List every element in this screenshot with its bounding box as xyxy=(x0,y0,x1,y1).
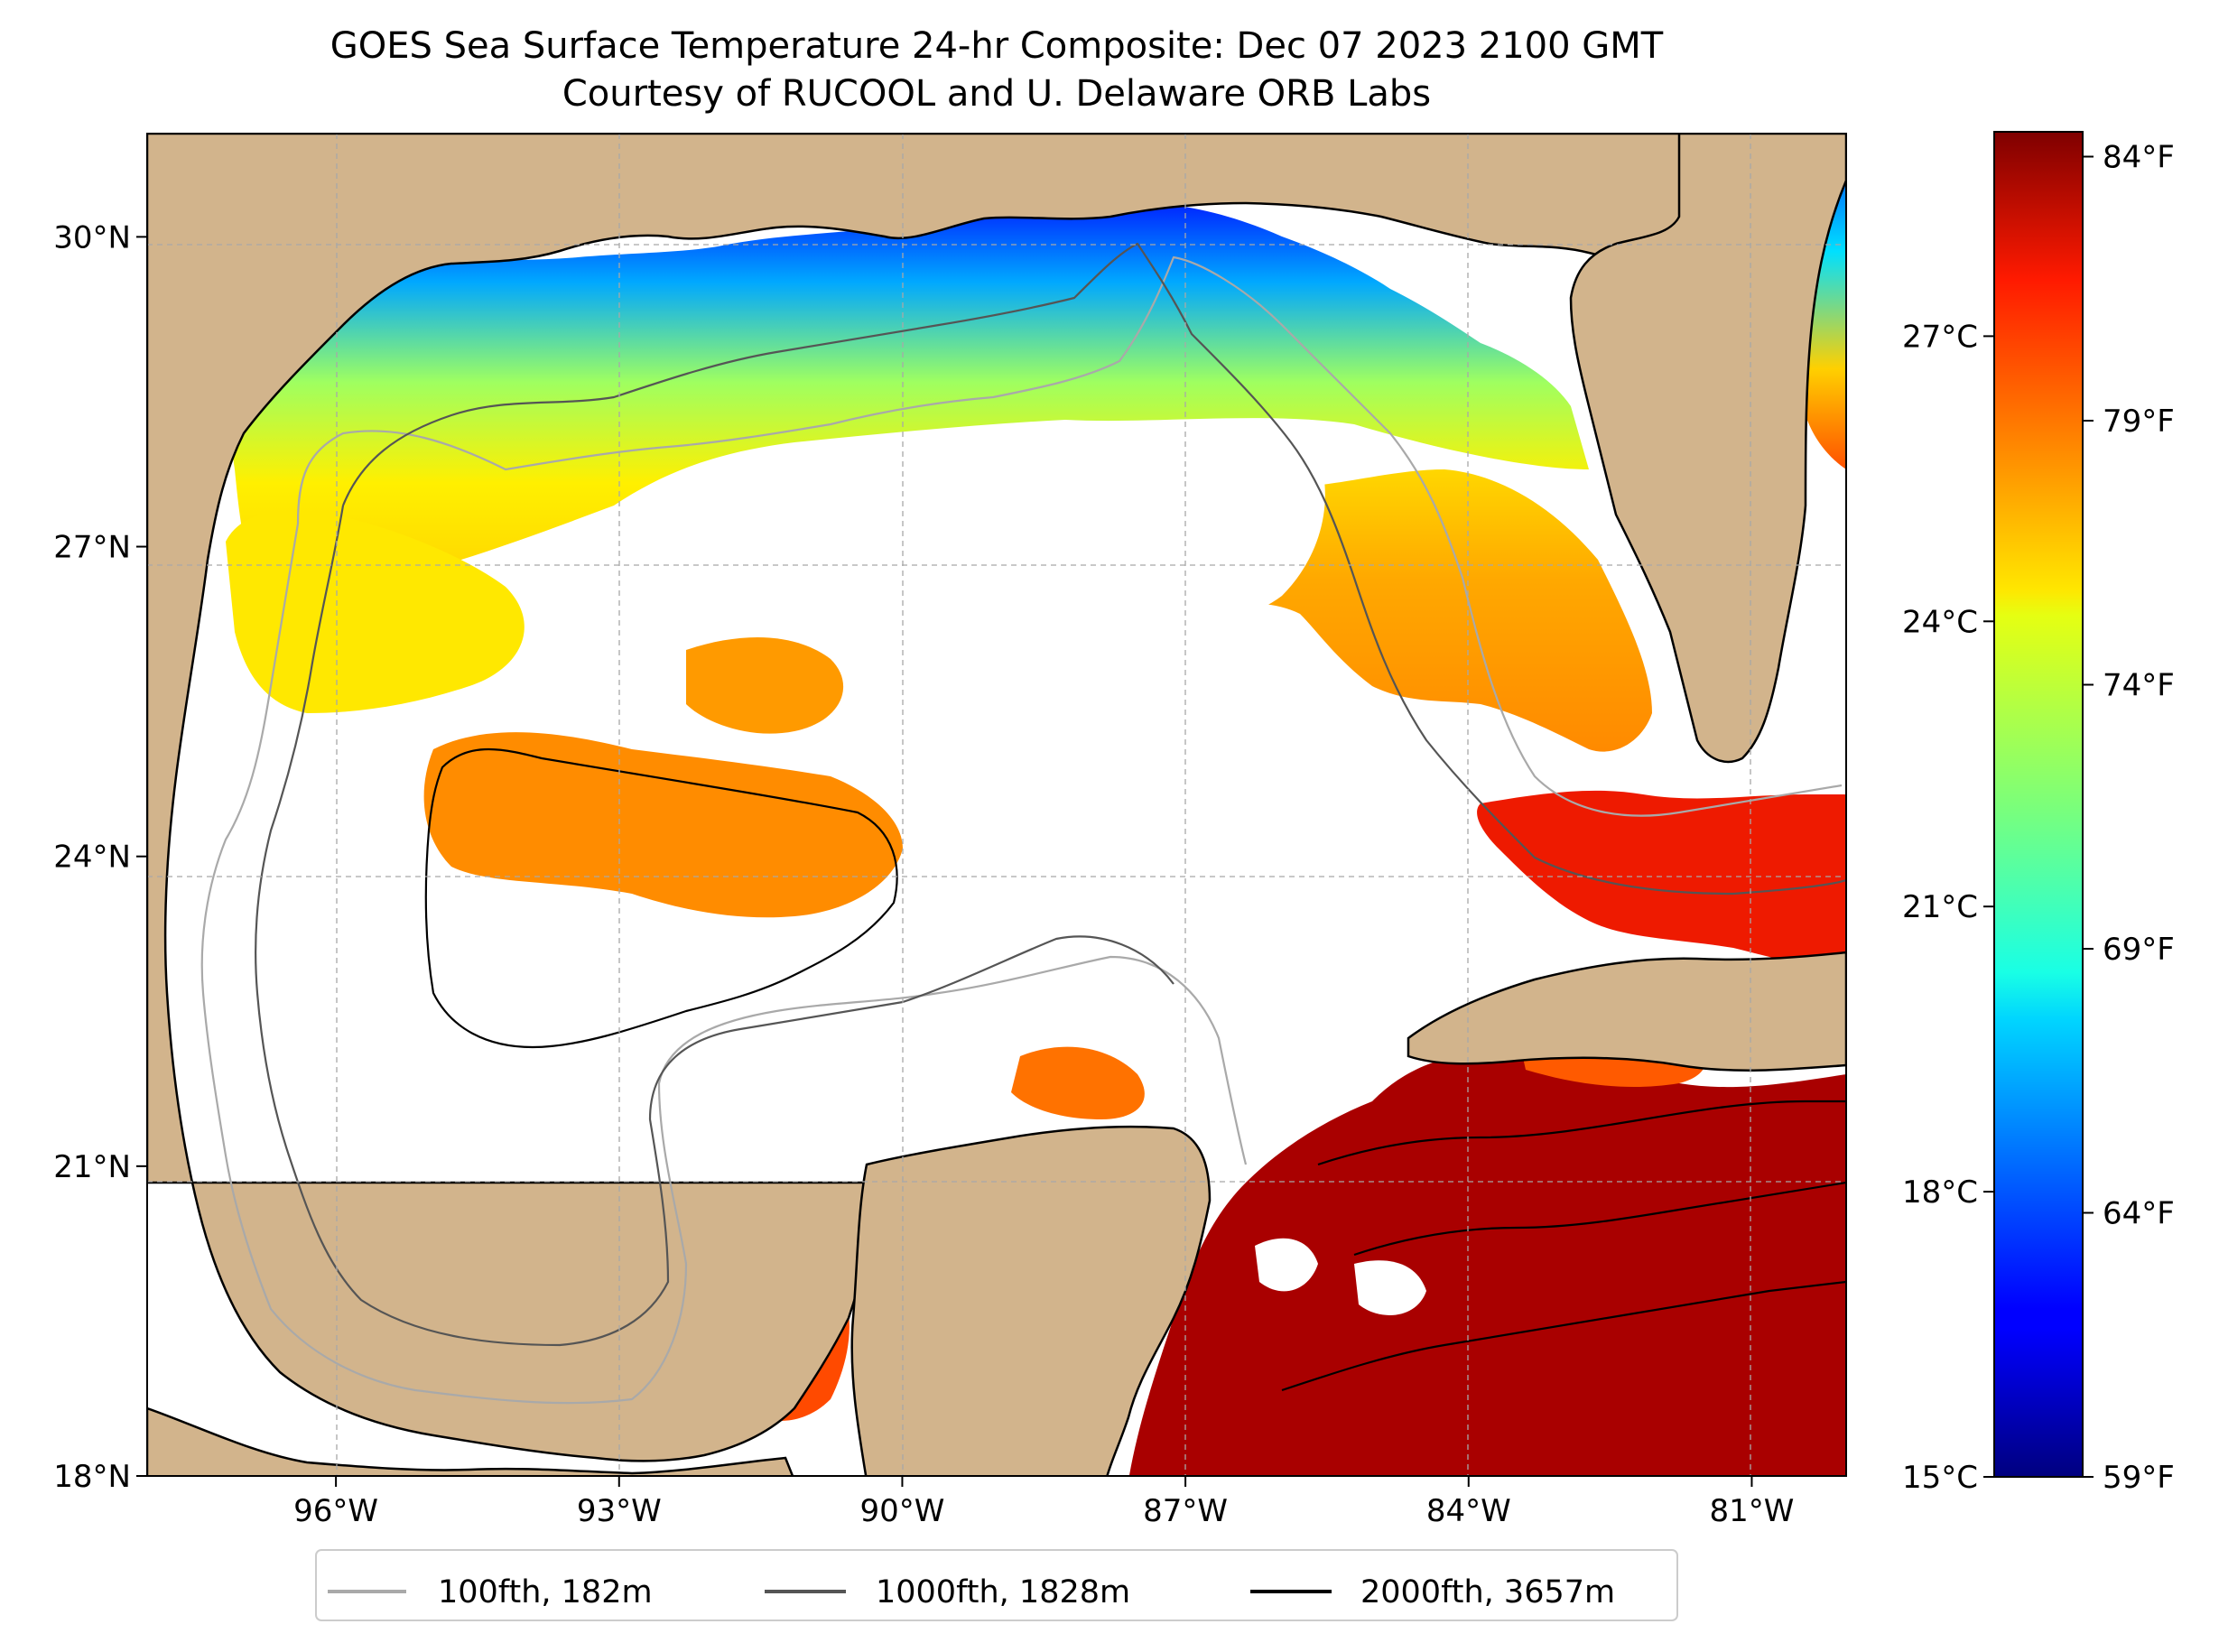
lat-tick-label: 18°N xyxy=(53,1459,131,1495)
land-texas-north-gulf-coast xyxy=(147,134,1699,1462)
lon-tick-label: 81°W xyxy=(1709,1493,1794,1529)
lat-tick-label: 24°N xyxy=(53,840,131,876)
colorbar-c-tick-label: 18°C xyxy=(1902,1174,1978,1211)
lon-tick-label: 84°W xyxy=(1426,1493,1511,1529)
land xyxy=(147,134,1846,1476)
lon-tick-label: 87°W xyxy=(1143,1493,1228,1529)
land-mexico-south xyxy=(147,1406,794,1476)
isobath-2000fth-caribbean xyxy=(1281,1100,1846,1392)
sst-campeche-red xyxy=(1011,1046,1145,1119)
map-frame xyxy=(146,133,1847,1477)
map-area xyxy=(147,134,1846,1476)
colorbar-f-tick-label: 69°F xyxy=(2103,932,2175,968)
colorbar-f-tick-label: 59°F xyxy=(2103,1460,2175,1496)
lat-tick-label: 27°N xyxy=(53,530,131,566)
land-yucatan xyxy=(850,1125,1212,1476)
legend-label-1000fth: 1000fth, 1828m xyxy=(876,1574,1130,1610)
colorbar-c-tick-label: 27°C xyxy=(1902,319,1978,355)
legend-box xyxy=(315,1549,1678,1621)
lon-tick-label: 93°W xyxy=(577,1493,662,1529)
colorbar xyxy=(1993,131,2084,1478)
colorbar-fahrenheit-ticks: 59°F 64°F 69°F 74°F 79°F 84°F xyxy=(2083,139,2175,1496)
colorbar-c-tick-label: 24°C xyxy=(1902,604,1978,640)
colorbar-f-tick-label: 84°F xyxy=(2103,139,2175,175)
lon-tick-label: 90°W xyxy=(859,1493,944,1529)
legend: 100fth, 182m 1000fth, 1828m 2000fth, 365… xyxy=(315,1549,1678,1621)
lat-tick-label: 30°N xyxy=(53,219,131,255)
colorbar-f-tick-label: 74°F xyxy=(2103,667,2175,703)
land-florida xyxy=(1569,134,1846,764)
lat-tick-label: 21°N xyxy=(53,1149,131,1185)
longitude-ticks: 96°W 93°W 90°W 87°W 84°W 81°W xyxy=(293,1476,1794,1529)
legend-label-100fth: 100fth, 182m xyxy=(438,1574,653,1610)
colorbar-c-tick-label: 15°C xyxy=(1902,1460,1978,1496)
colorbar-c-tick-label: 21°C xyxy=(1902,889,1978,925)
sst-straits-red xyxy=(1477,790,1846,975)
sst-north-shelf xyxy=(232,201,1590,604)
gridlines xyxy=(147,134,1846,1476)
sst-central-orange xyxy=(423,732,903,918)
legend-label-2000fth: 2000fth, 3657m xyxy=(1360,1574,1615,1610)
latitude-ticks: 18°N 21°N 24°N 27°N 30°N xyxy=(53,219,147,1495)
isobath-100fth xyxy=(200,255,1843,1405)
land-cuba xyxy=(1407,951,1846,1072)
colorbar-f-tick-label: 79°F xyxy=(2103,404,2175,440)
lon-tick-label: 96°W xyxy=(293,1493,378,1529)
map-title-line1: GOES Sea Surface Temperature 24-hr Compo… xyxy=(330,25,1664,67)
colorbar-celsius-ticks: 15°C 18°C 21°C 24°C 27°C xyxy=(1902,319,1994,1496)
colorbar-f-tick-label: 64°F xyxy=(2103,1195,2175,1231)
sst-central-orange-2 xyxy=(686,637,844,734)
isobath-2000fth xyxy=(424,747,898,1049)
map-title-line2: Courtesy of RUCOOL and U. Delaware ORB L… xyxy=(562,73,1431,115)
sst-northwest-band xyxy=(226,510,525,713)
sst-caribbean-darkred xyxy=(1128,1044,1846,1476)
